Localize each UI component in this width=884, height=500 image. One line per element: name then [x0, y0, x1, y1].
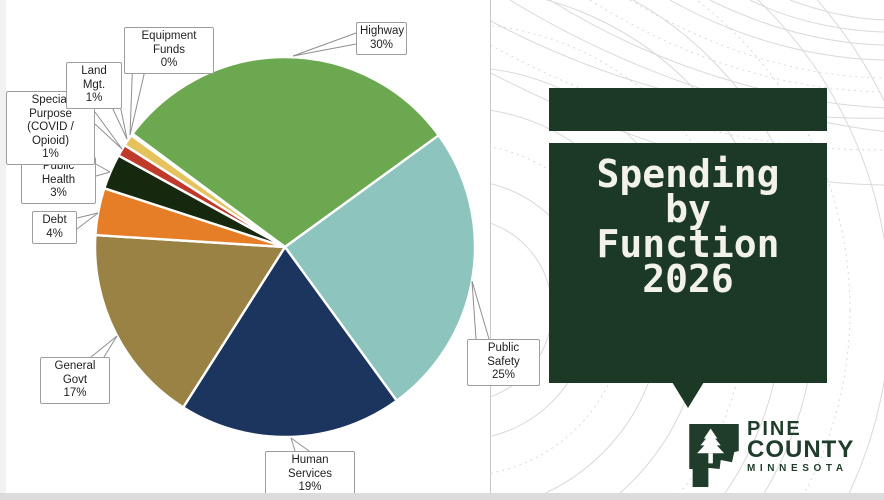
title-card-tail: [672, 382, 704, 408]
leader-line-special-purpose: [94, 111, 123, 150]
pie-label-line: 1%: [85, 92, 103, 104]
pie-label-line: 19%: [298, 481, 322, 493]
leader-line-human-services: [290, 437, 310, 452]
panel-divider: [490, 0, 491, 493]
pie-label-land-mgt: Land Mgt. 1%: [66, 62, 122, 109]
pie-label-line: Equipment Funds: [141, 30, 197, 56]
pie-label-equipment-funds: Equipment Funds 0%: [124, 27, 214, 74]
pie-label-line: 30%: [369, 38, 394, 51]
pie-slice-human-services: [182, 245, 398, 439]
pie-label-line: 3%: [50, 187, 67, 199]
pie-slice-general-govt: [93, 233, 287, 409]
pie-slice-equipment-funds: [130, 132, 287, 249]
pie-label-debt: Debt 4%: [32, 211, 77, 244]
leader-line-public-health: [95, 163, 111, 173]
leader-line-highway: [292, 32, 357, 57]
leader-line-general-govt: [90, 335, 118, 358]
pie-label-line: Land Mgt.: [81, 65, 107, 91]
pie-label-general-govt: General Govt 17%: [40, 357, 110, 404]
pie-label-line: Human Services: [287, 454, 333, 480]
logo-name-line1: PINE: [747, 418, 802, 440]
leader-line-general-govt: [103, 335, 118, 358]
leader-line-human-services: [290, 437, 296, 452]
title-card-header: [549, 88, 827, 131]
pie-label-line: Public Safety: [487, 342, 520, 368]
logo-region-line: MINNESOTA: [747, 463, 848, 474]
logo-name-line2: COUNTY: [747, 436, 855, 463]
title-line-4: 2026: [642, 257, 734, 301]
page-edge-left: [0, 0, 6, 500]
pie-label-line: (COVID / Opioid): [27, 121, 74, 147]
pie-label-line: 25%: [491, 369, 516, 381]
pie-slice-public-safety: [283, 134, 477, 402]
title-card: Spending by Function 2026: [549, 143, 827, 383]
leader-line-public-health: [95, 171, 111, 177]
pie-label-line: 0%: [160, 57, 178, 69]
pie-label-line: Special Purpose: [29, 94, 72, 120]
page-edge-bottom: [0, 493, 884, 500]
title-line-3: Function: [596, 222, 780, 266]
title-line-2: by: [665, 187, 711, 231]
leader-line-special-purpose: [94, 123, 123, 150]
leader-line-debt: [76, 212, 99, 219]
pine-county-shape-icon: [689, 424, 739, 487]
pie-label-line: Debt: [42, 214, 67, 226]
pie-label-line: General Govt: [54, 360, 96, 386]
pie-slice-highway: [130, 55, 440, 249]
pie-label-line: 1%: [42, 148, 59, 160]
pie-label-public-health: Public Health 3%: [21, 157, 96, 204]
pie-label-highway: Highway 30%: [356, 22, 407, 55]
leader-line-debt: [76, 212, 99, 230]
leader-line-highway: [292, 43, 357, 57]
leader-line-public-safety: [471, 280, 490, 340]
pie-label-line: 4%: [46, 227, 63, 240]
pine-county-logo: PINE COUNTY MINNESOTA: [688, 418, 855, 487]
leader-line-public-safety: [471, 280, 477, 340]
pie-label-line: 17%: [63, 387, 87, 399]
pie-label-public-safety: Public Safety 25%: [467, 339, 540, 386]
pie-label-human-services: Human Services 19%: [265, 451, 355, 498]
title-line-1: Spending: [596, 152, 780, 196]
pie-label-line: Highway: [360, 25, 405, 37]
